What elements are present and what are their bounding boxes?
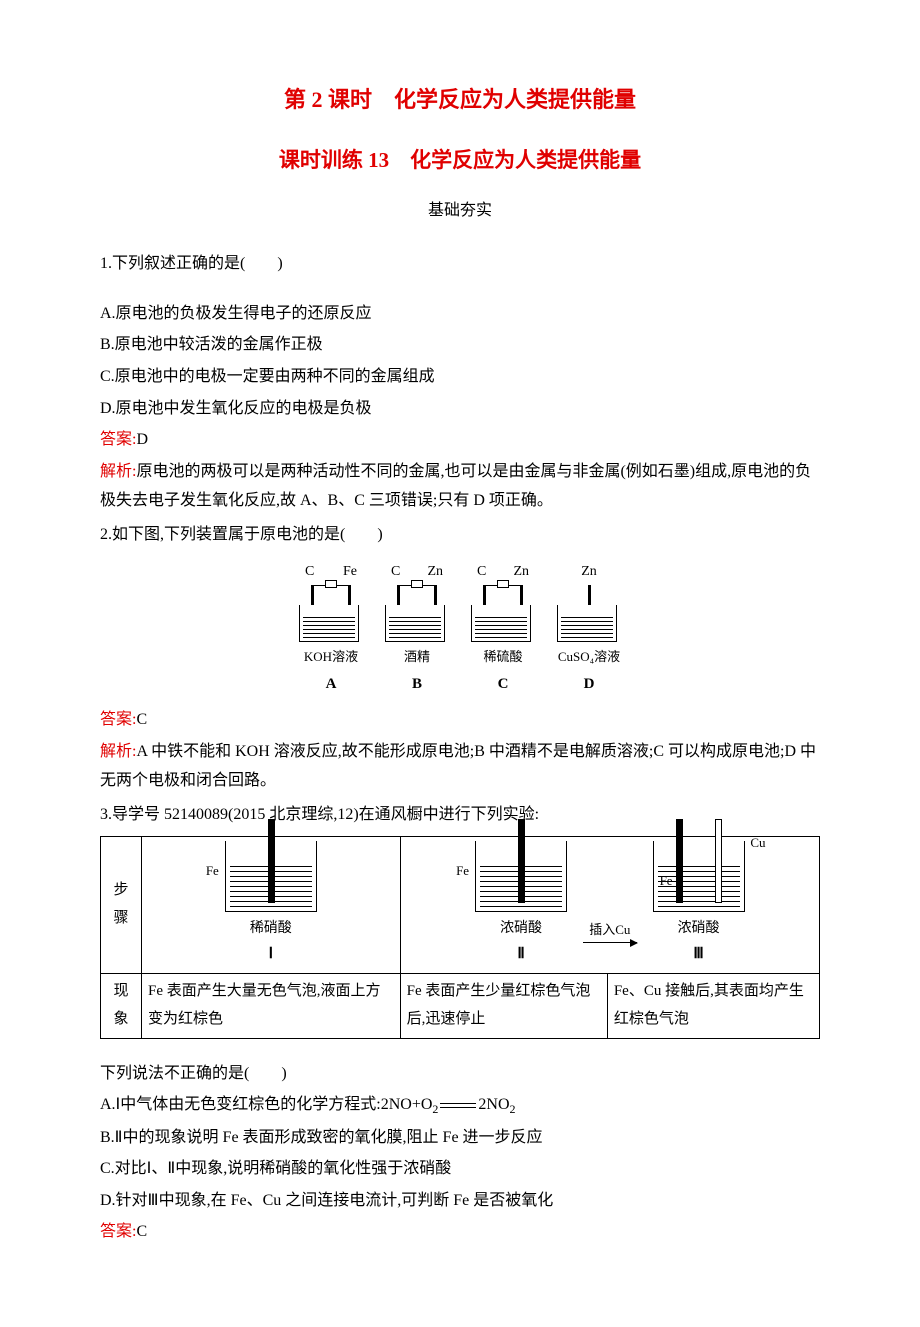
arrow-icon: 插入Cu — [583, 918, 637, 943]
q3-experiment-table: 步骤 Fe 稀硝酸 Ⅰ Fe 浓硝酸 Ⅱ 插入Cu — [100, 836, 820, 1039]
beaker-icon — [299, 605, 359, 642]
roman-numeral: Ⅲ — [693, 946, 703, 962]
q1-option-c: C.原电池中的电极一定要由两种不同的金属组成 — [100, 362, 820, 392]
step-cell-1: Fe 稀硝酸 Ⅰ — [142, 836, 401, 974]
solution-label: 稀硝酸 — [217, 916, 325, 942]
solution-label: CuSO₄溶液 — [558, 645, 620, 669]
q2-diagram-row: C Fe KOH溶液 A C Zn 酒精 B C Zn 稀硫酸 C Zn CuSO₄溶… — [100, 559, 820, 699]
cell-tag: B — [412, 671, 422, 699]
answer-label: 答案: — [100, 1223, 136, 1240]
solution-label: KOH溶液 — [304, 645, 358, 669]
solution-label: 浓硝酸 — [467, 916, 575, 942]
explanation-label: 解析: — [100, 463, 136, 480]
step-cell-2: Fe 浓硝酸 Ⅱ 插入Cu Fe Cu 浓硝酸 Ⅲ — [400, 836, 819, 974]
fe-label: Fe — [456, 859, 469, 883]
explanation-label: 解析: — [100, 743, 136, 760]
cu-rod-icon — [715, 819, 722, 903]
solution-label: 浓硝酸 — [645, 916, 753, 942]
electrode-label: C — [305, 559, 314, 585]
solution-label: 稀硫酸 — [483, 645, 522, 669]
spacer — [100, 279, 820, 297]
electrode-label: Fe — [343, 559, 357, 585]
q3-a-pre: A.Ⅰ中气体由无色变红棕色的化学方程式:2NO+O — [100, 1096, 432, 1113]
table-row: 现象 Fe 表面产生大量无色气泡,液面上方变为红棕色 Fe 表面产生少量红棕色气… — [101, 974, 820, 1039]
q3-stem: 3.导学号 52140089(2015 北京理综,12)在通风橱中进行下列实验: — [100, 800, 820, 830]
roman-numeral: Ⅱ — [517, 946, 524, 962]
q2-explanation-text: A 中铁不能和 KOH 溶液反应,故不能形成原电池;B 中酒精不是电解质溶液;C… — [100, 743, 816, 790]
q2-stem: 2.如下图,下列装置属于原电池的是( ) — [100, 520, 820, 550]
cell-tag: A — [326, 671, 337, 699]
beaker-icon — [385, 605, 445, 642]
cell-tag: C — [498, 671, 509, 699]
section-subtitle: 基础夯实 — [100, 196, 820, 226]
cu-label: Cu — [750, 831, 765, 855]
arrow-label: 插入Cu — [589, 918, 630, 942]
training-title: 课时训练 13 化学反应为人类提供能量 — [100, 141, 820, 180]
answer-label: 答案: — [100, 711, 136, 728]
q2-cell-c: C Zn 稀硫酸 C — [471, 559, 535, 699]
phenomenon-cell: Fe 表面产生少量红棕色气泡后,迅速停止 — [400, 974, 607, 1039]
phenomenon-cell: Fe、Cu 接触后,其表面均产生红棕色气泡 — [607, 974, 819, 1039]
fe-rod-icon — [268, 819, 275, 903]
phenomenon-cell: Fe 表面产生大量无色气泡,液面上方变为红棕色 — [142, 974, 401, 1039]
electrode-label: C — [391, 559, 400, 585]
electrode-label: Zn — [581, 559, 597, 585]
q3-answer-value: C — [136, 1223, 147, 1240]
q3-option-c: C.对比Ⅰ、Ⅱ中现象,说明稀硝酸的氧化性强于浓硝酸 — [100, 1154, 820, 1184]
q2-answer: 答案:C — [100, 705, 820, 735]
fe-rod-icon — [676, 819, 683, 903]
q2-cell-d: Zn CuSO₄溶液 D — [557, 559, 621, 699]
q2-cell-b: C Zn 酒精 B — [385, 559, 449, 699]
q2-explanation: 解析:A 中铁不能和 KOH 溶液反应,故不能形成原电池;B 中酒精不是电解质溶… — [100, 737, 820, 796]
spacer — [100, 1039, 820, 1057]
beaker-icon: Fe — [225, 841, 317, 912]
electrode-label: Zn — [427, 559, 443, 585]
beaker-icon: Fe Cu — [653, 841, 745, 912]
q1-explanation: 解析:原电池的两极可以是两种活动性不同的金属,也可以是由金属与非金属(例如石墨)… — [100, 457, 820, 516]
fe-label: Fe — [660, 869, 673, 893]
q1-stem: 1.下列叙述正确的是( ) — [100, 249, 820, 279]
q1-answer-value: D — [136, 431, 148, 448]
q3-option-d: D.针对Ⅲ中现象,在 Fe、Cu 之间连接电流计,可判断 Fe 是否被氧化 — [100, 1186, 820, 1216]
subscript: 2 — [510, 1102, 516, 1116]
q3-option-b: B.Ⅱ中的现象说明 Fe 表面形成致密的氧化膜,阻止 Fe 进一步反应 — [100, 1123, 820, 1153]
answer-label: 答案: — [100, 431, 136, 448]
q3-option-a: A.Ⅰ中气体由无色变红棕色的化学方程式:2NO+O22NO2 — [100, 1090, 820, 1120]
subscript: 2 — [432, 1102, 438, 1116]
q1-explanation-text: 原电池的两极可以是两种活动性不同的金属,也可以是由金属与非金属(例如石墨)组成,… — [100, 463, 811, 510]
roman-numeral: Ⅰ — [269, 946, 273, 962]
beaker-icon — [471, 605, 531, 642]
q1-option-b: B.原电池中较活泼的金属作正极 — [100, 330, 820, 360]
q2-answer-value: C — [136, 711, 147, 728]
fe-label: Fe — [206, 859, 219, 883]
q3-answer: 答案:C — [100, 1217, 820, 1247]
q3-tail: 下列说法不正确的是( ) — [100, 1059, 820, 1089]
solution-label: 酒精 — [404, 645, 430, 669]
q1-answer: 答案:D — [100, 425, 820, 455]
electrode-label: C — [477, 559, 486, 585]
q3-a-post: 2NO — [478, 1096, 509, 1113]
table-row: 步骤 Fe 稀硝酸 Ⅰ Fe 浓硝酸 Ⅱ 插入Cu — [101, 836, 820, 974]
q1-option-a: A.原电池的负极发生得电子的还原反应 — [100, 299, 820, 329]
beaker-icon — [557, 605, 617, 642]
electrode-label: Zn — [513, 559, 529, 585]
row-header-phenomenon: 现象 — [101, 974, 142, 1039]
lesson-title: 第 2 课时 化学反应为人类提供能量 — [100, 80, 820, 121]
row-header-step: 步骤 — [101, 836, 142, 974]
q2-cell-a: C Fe KOH溶液 A — [299, 559, 363, 699]
beaker-icon: Fe — [475, 841, 567, 912]
q1-option-d: D.原电池中发生氧化反应的电极是负极 — [100, 394, 820, 424]
cell-tag: D — [584, 671, 595, 699]
fe-rod-icon — [518, 819, 525, 903]
